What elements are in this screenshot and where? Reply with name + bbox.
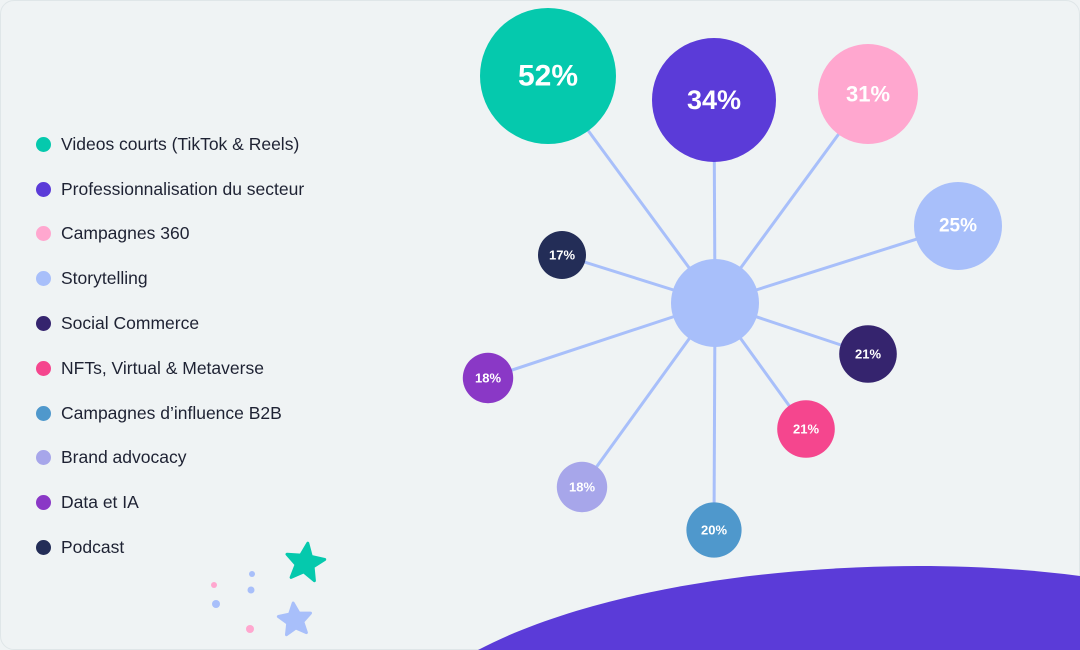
legend-item: Campagnes d’influence B2B: [36, 391, 304, 436]
legend-label: Storytelling: [61, 268, 148, 289]
decor-dot: [212, 600, 220, 608]
data-label: 21%: [793, 422, 819, 437]
data-bubble: [480, 8, 616, 144]
legend-item: Videos courts (TikTok & Reels): [36, 122, 304, 167]
legend-label: Professionnalisation du secteur: [61, 178, 305, 199]
data-bubble: [914, 182, 1002, 270]
decor-dot: [247, 586, 255, 594]
decorative-wave: [478, 566, 1080, 650]
data-label: 21%: [855, 347, 881, 362]
legend-swatch: [36, 360, 51, 376]
chart-legend: Videos courts (TikTok & Reels) Profession…: [36, 122, 304, 570]
legend-swatch: [36, 495, 51, 511]
chart-hub: [671, 259, 759, 347]
legend-label: Data et IA: [61, 492, 139, 513]
decor-dot: [246, 625, 254, 633]
legend-swatch: [36, 136, 51, 152]
legend-label: Campagnes 360: [61, 223, 190, 244]
legend-item: NFTs, Virtual & Metaverse: [36, 346, 304, 391]
data-label: 25%: [939, 216, 977, 237]
legend-label: Campagnes d’influence B2B: [61, 402, 282, 423]
legend-item: Data et IA: [36, 480, 304, 525]
data-bubble: [839, 325, 897, 383]
data-bubble: [556, 461, 608, 513]
legend-swatch: [36, 226, 51, 242]
legend-item: Podcast: [36, 525, 304, 570]
legend-swatch: [36, 316, 51, 332]
legend-item: Professionnalisation du secteur: [36, 167, 304, 212]
legend-item: Social Commerce: [36, 301, 304, 346]
legend-swatch: [36, 271, 51, 287]
legend-label: Brand advocacy: [61, 447, 187, 468]
legend-item: Campagnes 360: [36, 212, 304, 257]
legend-swatch: [36, 450, 51, 466]
data-label: 20%: [701, 523, 727, 538]
data-label: 52%: [518, 60, 578, 93]
data-bubble: [818, 44, 918, 144]
star-shape: [285, 541, 327, 583]
legend-label: NFTs, Virtual & Metaverse: [61, 357, 264, 378]
data-bubble: [686, 502, 742, 558]
data-label: 18%: [475, 371, 501, 386]
legend-label: Videos courts (TikTok & Reels): [61, 133, 300, 154]
legend-swatch: [36, 405, 51, 421]
data-bubble: [538, 231, 586, 279]
data-bubble: [652, 38, 776, 162]
data-label: 17%: [549, 248, 575, 263]
chart-bubbles: 52% 34% 31% 25% 21% 21% 20% 18% 18% 17%: [462, 8, 1002, 558]
data-label: 31%: [846, 82, 890, 107]
data-label: 18%: [569, 480, 595, 495]
data-bubble: [777, 400, 835, 458]
legend-label: Podcast: [61, 537, 125, 558]
decor-dot: [249, 571, 255, 577]
legend-swatch: [36, 540, 51, 556]
decor-dot: [211, 582, 217, 588]
data-bubble: [462, 352, 514, 404]
legend-item: Brand advocacy: [36, 436, 304, 481]
decorative-stars: [211, 541, 327, 637]
legend-item: Storytelling: [36, 256, 304, 301]
star-shape: [276, 601, 312, 637]
legend-swatch: [36, 181, 51, 197]
data-label: 34%: [687, 85, 741, 115]
legend-label: Social Commerce: [61, 313, 200, 334]
